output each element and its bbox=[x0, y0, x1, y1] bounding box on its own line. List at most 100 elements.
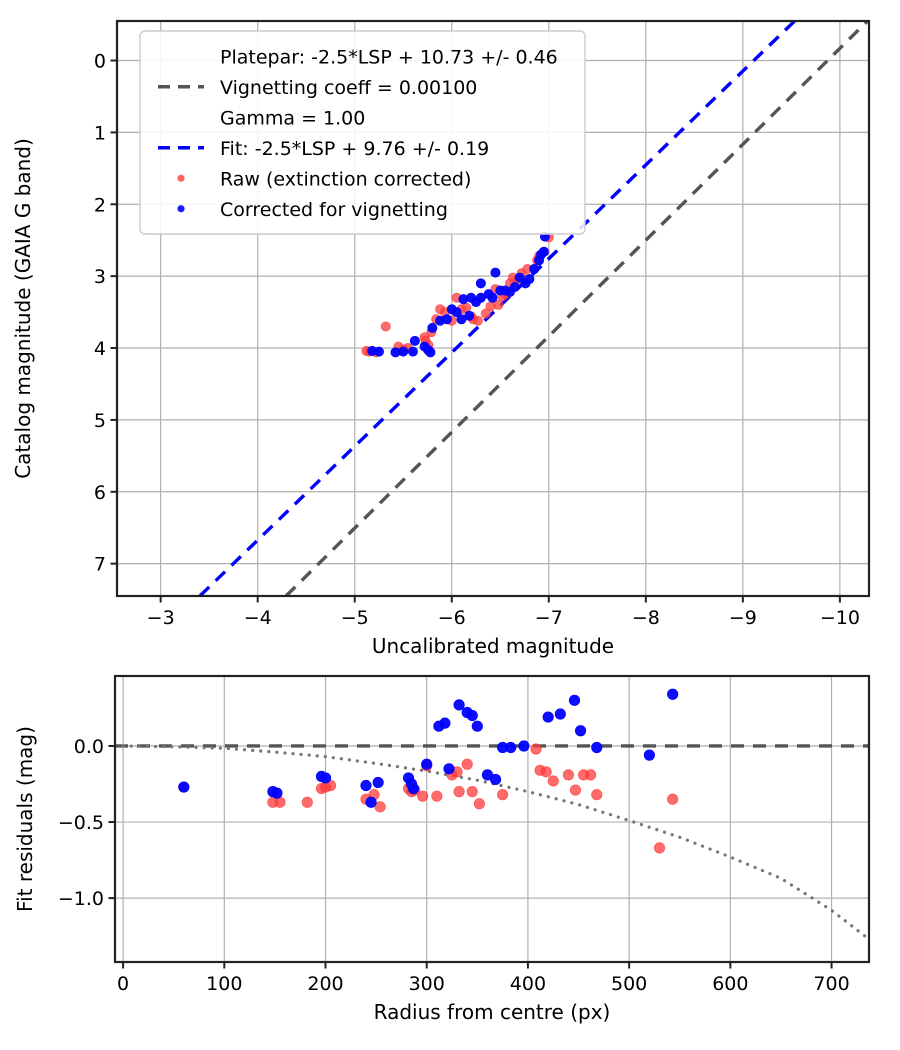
data-point bbox=[530, 743, 542, 755]
xtick-label: −9 bbox=[729, 607, 757, 629]
data-point bbox=[643, 749, 655, 761]
xtick-label: 200 bbox=[307, 973, 343, 995]
plot-lines bbox=[115, 744, 869, 941]
data-point bbox=[471, 720, 483, 732]
legend-entry-label: Vignetting coeff = 0.00100 bbox=[220, 77, 477, 99]
legend-box bbox=[139, 30, 586, 235]
y-axis-title: Fit residuals (mag) bbox=[13, 726, 37, 912]
xtick-label: −10 bbox=[820, 607, 860, 629]
data-point bbox=[538, 246, 549, 257]
data-point bbox=[547, 775, 559, 787]
data-point bbox=[453, 699, 465, 711]
data-point bbox=[493, 299, 504, 310]
ytick-label: 4 bbox=[94, 338, 106, 360]
data-point bbox=[524, 274, 535, 285]
data-point bbox=[360, 779, 372, 792]
data-point bbox=[409, 335, 420, 346]
xtick-label: 500 bbox=[611, 973, 647, 995]
legend-marker-dot bbox=[177, 174, 185, 182]
data-point bbox=[542, 711, 554, 723]
data-point bbox=[591, 789, 603, 801]
xtick-label: −6 bbox=[438, 607, 466, 629]
legend-entry-label: Platepar: -2.5*LSP + 10.73 +/- 0.46 bbox=[220, 46, 558, 68]
data-point bbox=[487, 292, 498, 303]
data-point bbox=[398, 346, 409, 357]
data-point bbox=[407, 346, 418, 357]
ytick-label: 0 bbox=[94, 51, 106, 73]
ytick-label: 0.0 bbox=[74, 736, 104, 758]
data-point bbox=[365, 796, 377, 808]
xtick-label: 0 bbox=[117, 973, 129, 995]
ytick-label: 1 bbox=[94, 122, 106, 144]
data-point bbox=[421, 758, 433, 770]
data-point bbox=[490, 267, 501, 278]
data-point bbox=[441, 314, 452, 325]
ytick-label: −1.0 bbox=[58, 888, 104, 910]
xtick-label: −8 bbox=[632, 607, 660, 629]
tick-marks: 0 100 200 300 400 500 600 700 0.0 −0.5 −1.0 bbox=[58, 736, 850, 995]
data-point bbox=[466, 786, 478, 798]
data-point bbox=[439, 717, 451, 729]
data-point bbox=[497, 789, 509, 801]
data-point bbox=[427, 322, 438, 333]
data-point bbox=[569, 784, 582, 796]
legend: Platepar: -2.5*LSP + 10.73 +/- 0.46 Vigne… bbox=[139, 30, 586, 235]
xtick-label: 100 bbox=[206, 973, 242, 995]
line-vignetting-curve bbox=[121, 744, 869, 941]
data-point bbox=[431, 790, 443, 802]
data-point bbox=[518, 740, 530, 752]
data-point bbox=[271, 787, 283, 799]
data-point bbox=[489, 773, 502, 786]
xtick-label: 700 bbox=[813, 973, 849, 995]
data-point bbox=[505, 741, 517, 754]
data-point bbox=[667, 688, 679, 700]
data-point bbox=[509, 281, 520, 292]
xtick-label: −3 bbox=[147, 607, 175, 629]
data-point bbox=[373, 346, 384, 357]
y-axis-title: Catalog magnitude (GAIA G band) bbox=[11, 138, 35, 479]
data-point bbox=[585, 769, 597, 781]
plot-frame bbox=[113, 674, 871, 964]
data-point bbox=[529, 263, 540, 274]
data-point bbox=[461, 758, 473, 770]
data-point bbox=[473, 798, 485, 810]
ytick-label: 2 bbox=[94, 194, 106, 216]
data-point bbox=[178, 781, 190, 793]
data-point bbox=[417, 790, 429, 802]
series-corrected bbox=[367, 231, 550, 358]
plot-frame bbox=[115, 19, 871, 598]
xtick-label: 300 bbox=[409, 973, 445, 995]
legend-entry-label: Raw (extinction corrected) bbox=[220, 168, 471, 190]
data-point bbox=[574, 725, 587, 737]
xtick-label: −5 bbox=[341, 607, 369, 629]
xtick-label: 400 bbox=[510, 973, 546, 995]
data-point bbox=[425, 347, 436, 358]
legend-entry-label: Gamma = 1.00 bbox=[220, 107, 365, 129]
data-point bbox=[466, 709, 478, 722]
scatter-points bbox=[361, 231, 554, 358]
data-point bbox=[480, 308, 491, 319]
data-point bbox=[443, 763, 455, 775]
axes-fit-residuals: 0 100 200 300 400 500 600 700 0.0 −0.5 −1.0 Radius … bbox=[13, 674, 871, 1024]
line-Platepar: -2.5*LSP + 10.73 +/- 0.46 bbox=[284, 21, 869, 596]
x-axis-title: Radius from centre (px) bbox=[374, 1000, 611, 1024]
data-point bbox=[540, 766, 552, 778]
legend-entry-label: Corrected for vignetting bbox=[220, 199, 448, 221]
ytick-label: 6 bbox=[94, 482, 106, 504]
data-point bbox=[374, 801, 386, 813]
data-point bbox=[301, 796, 313, 808]
data-point bbox=[472, 315, 483, 326]
data-point bbox=[568, 694, 581, 706]
data-point bbox=[451, 307, 462, 318]
xtick-label: −7 bbox=[535, 607, 563, 629]
data-point bbox=[372, 776, 384, 789]
data-point bbox=[475, 278, 486, 289]
data-point bbox=[591, 741, 603, 754]
data-point bbox=[554, 708, 566, 720]
data-point bbox=[319, 772, 332, 784]
ytick-label: 7 bbox=[94, 554, 106, 576]
xtick-label: −4 bbox=[244, 607, 272, 629]
legend-marker-dot bbox=[177, 205, 185, 213]
